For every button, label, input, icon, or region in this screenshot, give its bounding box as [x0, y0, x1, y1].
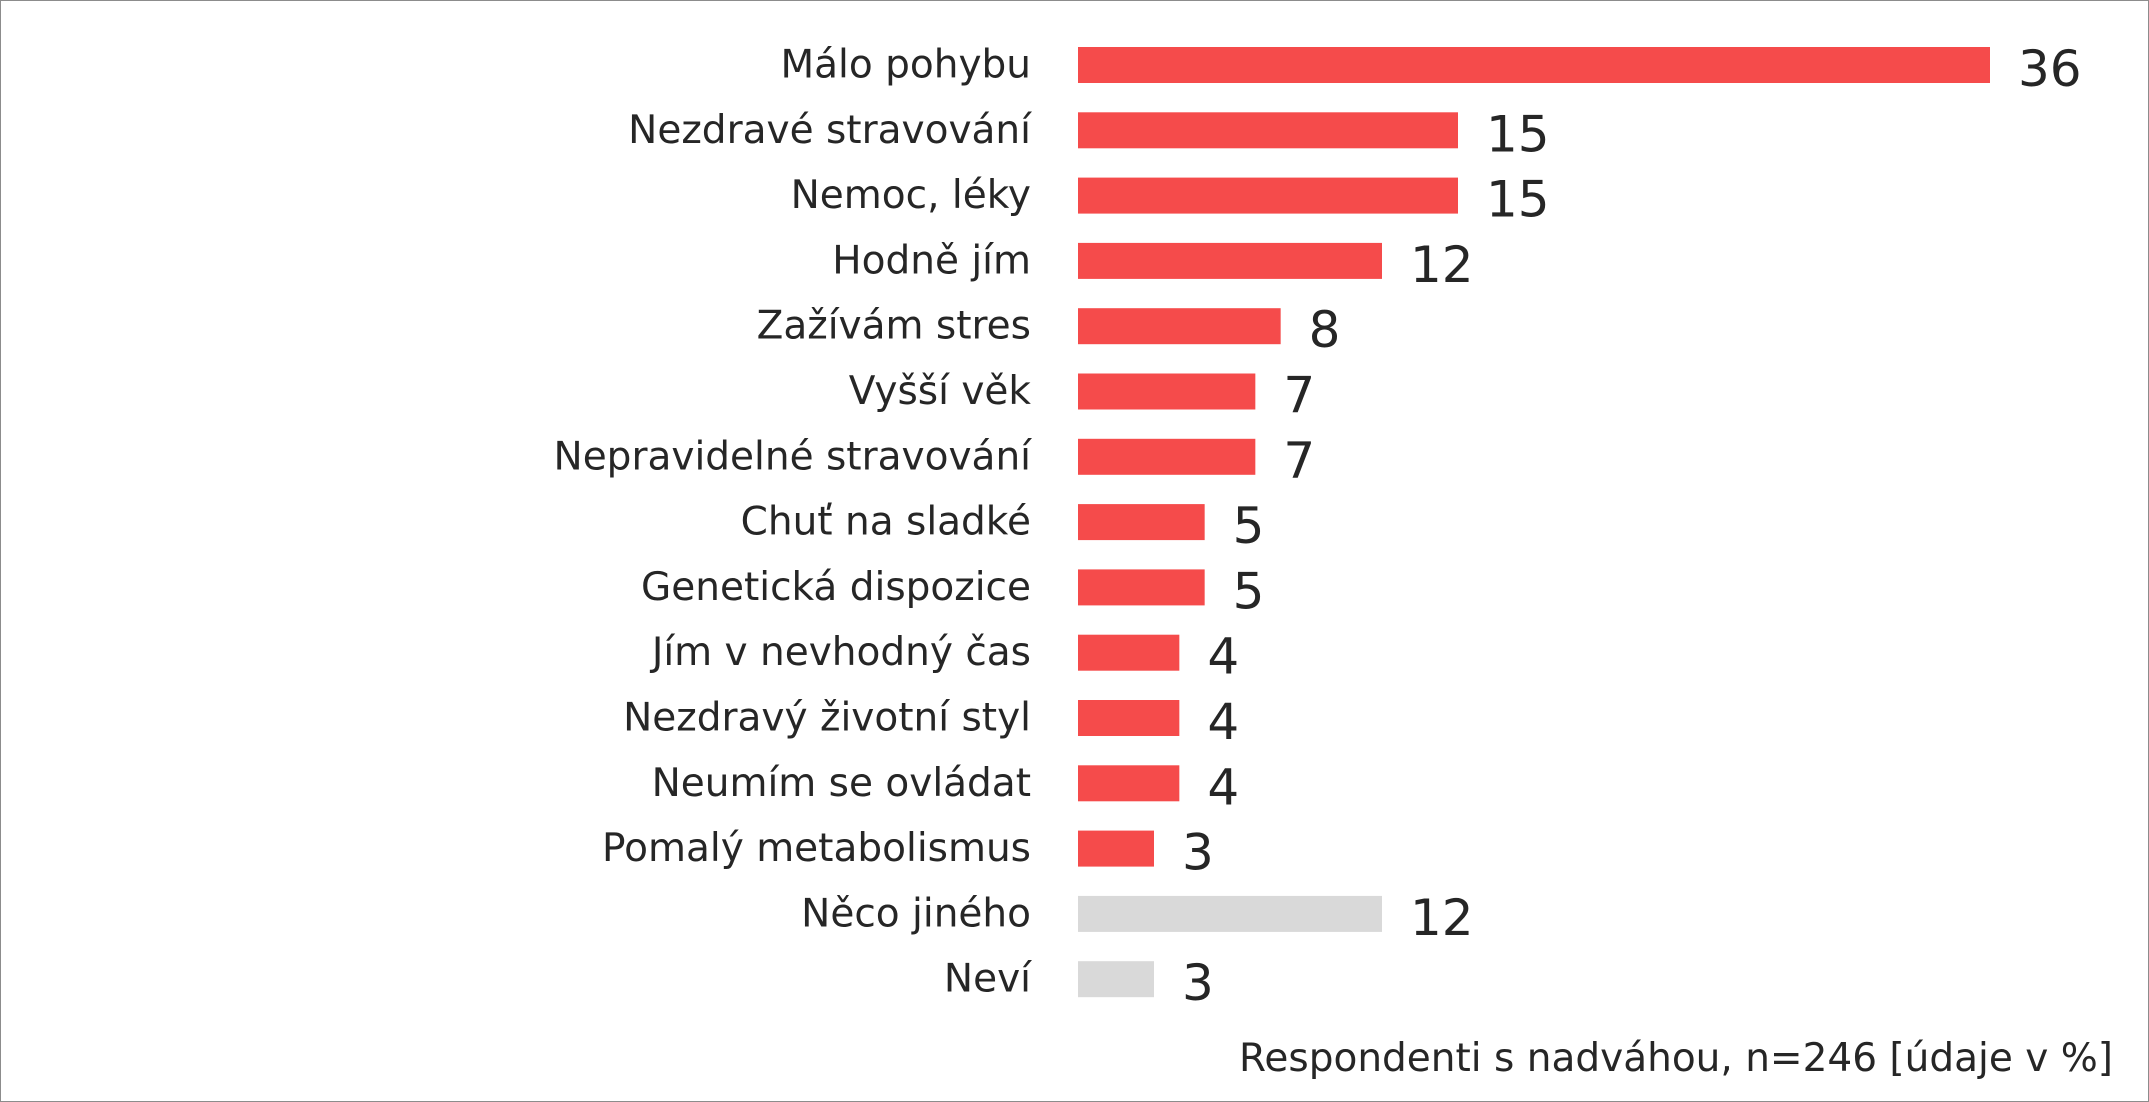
- bar-zazivam-stres: [1078, 308, 1281, 345]
- category-label-hodne-jim: Hodně jím: [832, 238, 1031, 283]
- category-label-nemoc-leky: Nemoc, léky: [791, 173, 1031, 218]
- value-label-pomaly-metabolismus: 3: [1182, 824, 1214, 882]
- category-label-chut-na-sladke: Chuť na sladké: [741, 500, 1031, 545]
- bar-chut-na-sladke: [1078, 504, 1205, 541]
- value-label-jim-v-nevhodny-cas: 4: [1207, 628, 1239, 686]
- value-label-hodne-jim: 12: [1410, 236, 1474, 294]
- value-label-neco-jineho: 12: [1410, 889, 1474, 947]
- bar-nevi: [1078, 961, 1154, 998]
- bar-neco-jineho: [1078, 895, 1382, 932]
- value-label-malo-pohybu: 36: [2018, 40, 2082, 98]
- category-label-neumim-se-ovladat: Neumím se ovládat: [652, 761, 1031, 806]
- bar-nezdravy-zivotni-styl: [1078, 700, 1180, 736]
- category-label-jim-v-nevhodny-cas: Jím v nevhodný čas: [649, 630, 1031, 675]
- bar-nemoc-leky: [1078, 177, 1458, 214]
- category-label-vyssi-vek: Vyšší věk: [849, 369, 1032, 414]
- value-label-neumim-se-ovladat: 4: [1207, 758, 1239, 816]
- bar-geneticka-dispozice: [1078, 569, 1205, 606]
- category-label-zazivam-stres: Zažívám stres: [757, 304, 1031, 349]
- value-label-chut-na-sladke: 5: [1233, 497, 1265, 555]
- value-label-nevi: 3: [1182, 954, 1214, 1012]
- bar-hodne-jim: [1078, 242, 1382, 279]
- bar-jim-v-nevhodny-cas: [1078, 634, 1180, 671]
- value-label-nepravidelne-stravovani: 7: [1283, 432, 1315, 490]
- value-label-nezdrave-stravovani: 15: [1486, 105, 1550, 163]
- value-label-geneticka-dispozice: 5: [1233, 562, 1265, 620]
- value-label-nemoc-leky: 15: [1486, 171, 1550, 229]
- category-label-nezdrave-stravovani: Nezdravé stravování: [628, 108, 1032, 153]
- category-label-nepravidelne-stravovani: Nepravidelné stravování: [554, 434, 1033, 479]
- chart-footnote: Respondenti s nadváhou, n=246 [údaje v %…: [1239, 1036, 2113, 1081]
- category-label-nezdravy-zivotni-styl: Nezdravý životní styl: [623, 696, 1031, 741]
- bar-vyssi-vek: [1078, 373, 1256, 410]
- category-label-nevi: Neví: [944, 957, 1032, 1002]
- bar-pomaly-metabolismus: [1078, 830, 1154, 867]
- value-label-zazivam-stres: 8: [1309, 301, 1341, 359]
- value-label-vyssi-vek: 7: [1283, 367, 1315, 425]
- value-label-nezdravy-zivotni-styl: 4: [1207, 693, 1239, 751]
- category-label-geneticka-dispozice: Genetická dispozice: [641, 565, 1031, 610]
- bar-neumim-se-ovladat: [1078, 765, 1180, 802]
- bar-malo-pohybu: [1078, 47, 1990, 83]
- bar-nepravidelne-stravovani: [1078, 438, 1256, 475]
- category-labels-group: Málo pohybu Nezdravé stravování Nemoc, lék…: [554, 43, 1033, 1002]
- category-label-neco-jineho: Něco jiného: [801, 891, 1031, 936]
- category-label-pomaly-metabolismus: Pomalý metabolismus: [602, 826, 1031, 871]
- category-label-malo-pohybu: Málo pohybu: [780, 43, 1031, 88]
- bar-nezdrave-stravovani: [1078, 112, 1458, 149]
- bars-group: [1078, 47, 1990, 998]
